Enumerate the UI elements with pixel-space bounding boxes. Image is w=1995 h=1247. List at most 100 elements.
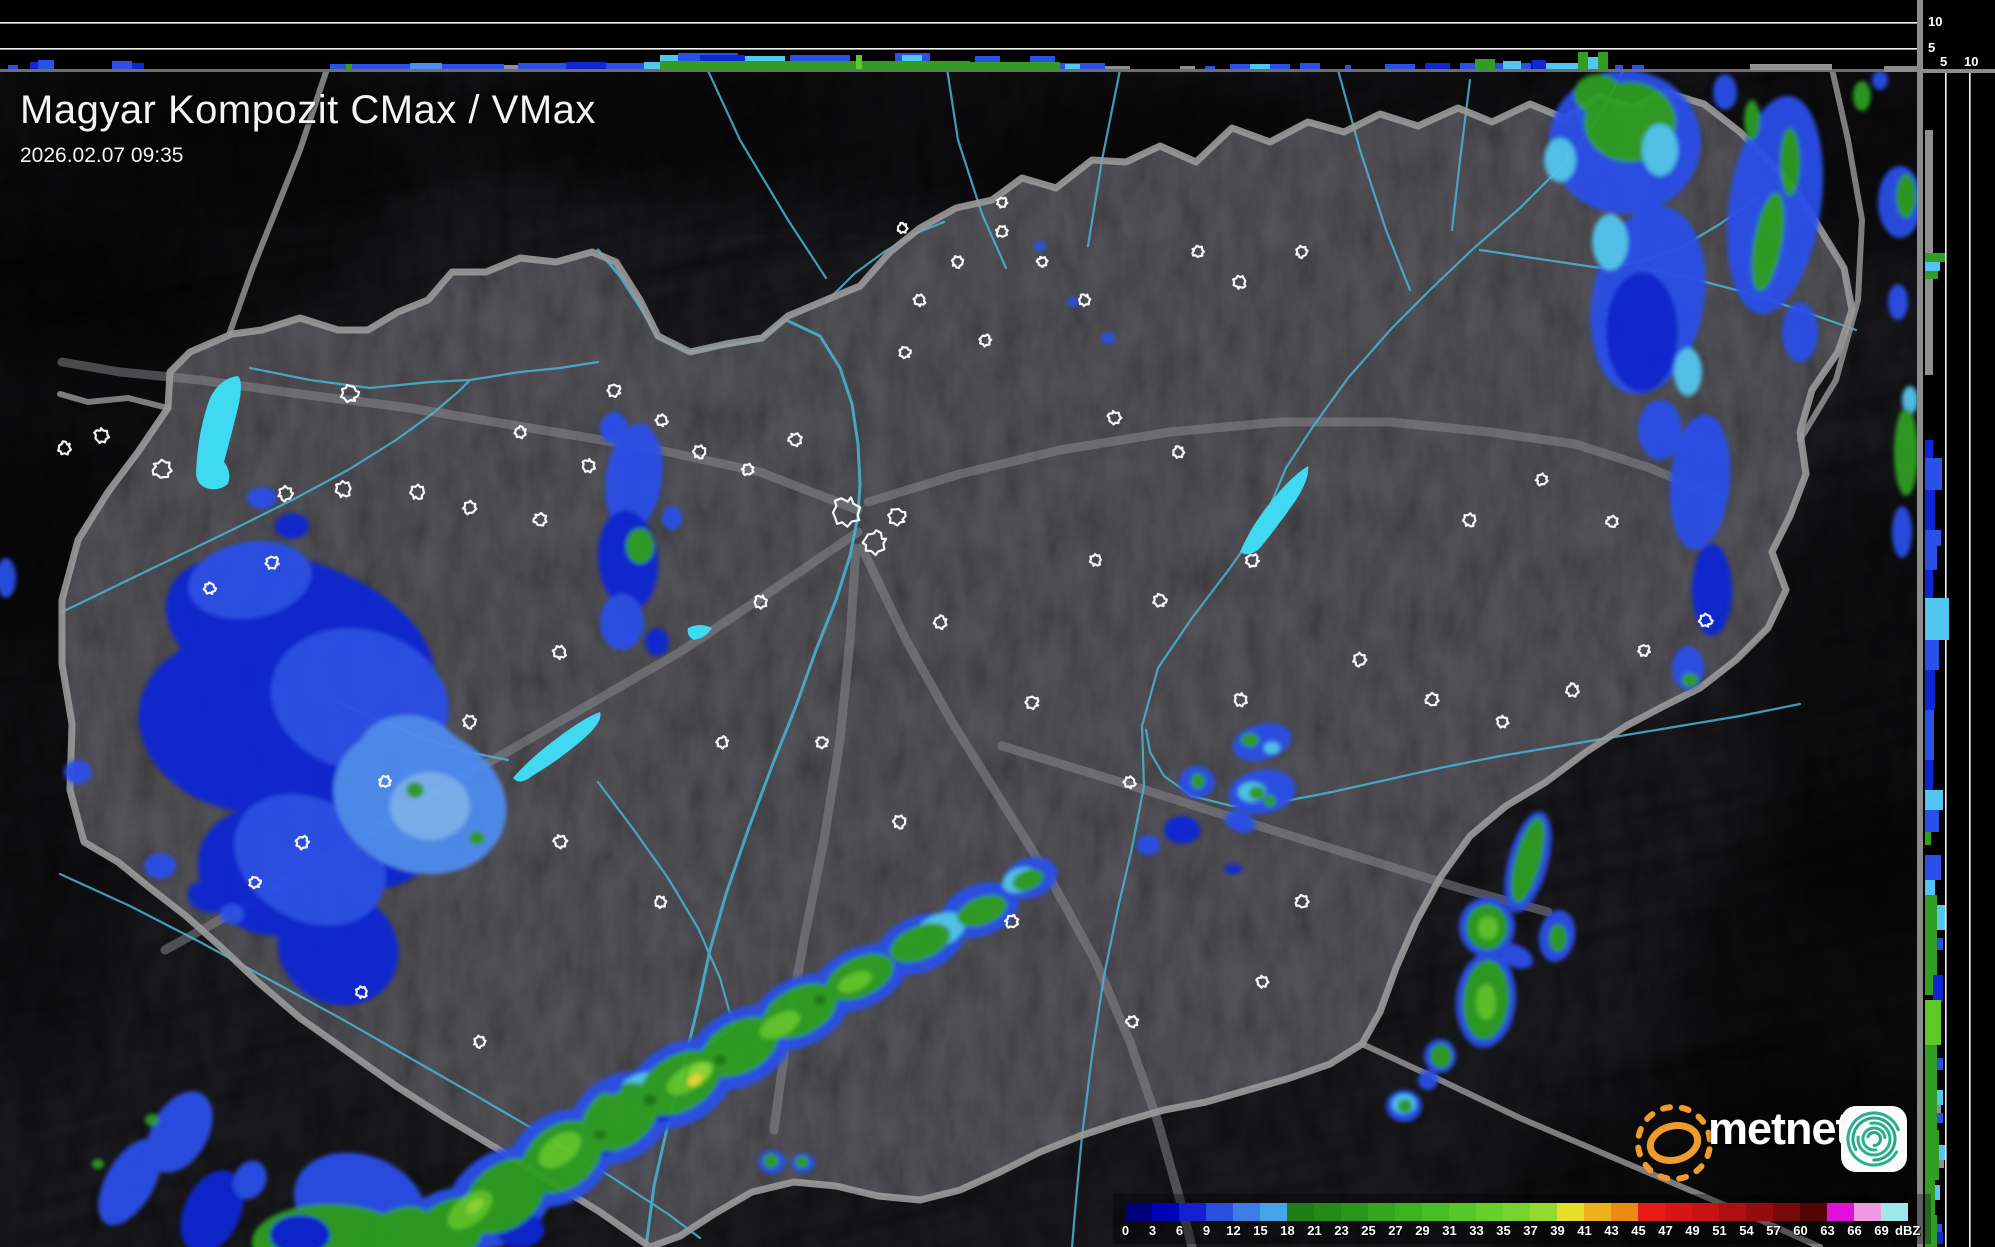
- scale-tick: 35: [1496, 1223, 1511, 1238]
- scale-cell-18: [1287, 1203, 1314, 1221]
- scale-cell-69: [1881, 1203, 1908, 1221]
- town-outline: [654, 895, 668, 910]
- town-outline: [1605, 514, 1619, 529]
- town-outline: [1035, 255, 1049, 269]
- river-line: [946, 72, 1008, 270]
- precip-cell: [1638, 400, 1682, 460]
- motorway-line: [857, 543, 1197, 1247]
- scale-tick: 23: [1334, 1223, 1349, 1238]
- scale-tick: 51: [1712, 1223, 1727, 1238]
- vmax-right-segment: [1925, 1085, 1937, 1130]
- precip-cell: [469, 831, 485, 845]
- vmax-top-segment: [566, 62, 606, 69]
- precip-cell: [1574, 74, 1622, 114]
- motorway-line: [57, 357, 863, 515]
- town-outline: [1637, 644, 1652, 657]
- vmax-right-segment: [1925, 640, 1939, 670]
- right-strip-height-tick: 5: [1940, 54, 1948, 69]
- town-outline: [581, 457, 597, 474]
- vmax-top-segment: [606, 63, 644, 69]
- sun-icon: [1635, 1104, 1713, 1182]
- town-outline: [1495, 714, 1510, 729]
- scale-tick: 31: [1442, 1223, 1457, 1238]
- town-outline: [1534, 472, 1549, 487]
- town-outline: [277, 484, 295, 503]
- precip-cell: [180, 1170, 244, 1247]
- town-outline: [606, 383, 622, 399]
- precip-cell: [605, 423, 663, 533]
- vmax-top-segment: [1425, 63, 1450, 69]
- vmax-right-segment: [1925, 262, 1940, 271]
- height-gridline-right: [1945, 72, 1947, 1247]
- vmax-top-segment: [1598, 52, 1608, 69]
- town-outline: [248, 875, 262, 890]
- town-outline: [57, 440, 73, 456]
- vmax-top-segment: [970, 62, 1060, 69]
- precip-cell: [1067, 297, 1079, 307]
- precip-cell: [1418, 1070, 1438, 1090]
- vmax-top-segment: [518, 63, 566, 69]
- vmax-right-segment: [1925, 546, 1937, 570]
- town-outline: [339, 383, 361, 404]
- precip-cell: [643, 1094, 657, 1106]
- vmax-right-segment: [1937, 1090, 1943, 1105]
- vmax-right-segment: [1925, 1215, 1937, 1247]
- town-outline: [552, 834, 569, 850]
- precip-cell: [1894, 408, 1918, 496]
- vmax-top-segment: [660, 55, 678, 61]
- vmax-right-segment: [1935, 1185, 1940, 1200]
- town-outline: [264, 555, 280, 570]
- town-outline: [1124, 1015, 1140, 1029]
- precip-cell: [220, 904, 244, 924]
- precip-cell: [147, 1091, 213, 1173]
- town-outline: [887, 507, 907, 527]
- town-outline: [1294, 893, 1310, 909]
- reflectivity-scale: 0 3 6 9 12 15 18 21 23 25 27 29 31 33 35 37 39 41 43 45 47 49…: [1122, 1203, 1931, 1238]
- precip-cell: [1888, 284, 1908, 320]
- scale-cell-54: [1746, 1203, 1773, 1221]
- scale-cell-25: [1368, 1203, 1395, 1221]
- town-outline: [815, 736, 829, 750]
- town-outline: [891, 814, 907, 830]
- scale-tick: 63: [1820, 1223, 1835, 1238]
- vmax-top-segment: [352, 64, 410, 69]
- scale-unit: dBZ: [1895, 1223, 1921, 1238]
- vmax-right-segment: [1937, 1224, 1942, 1238]
- scale-tick: 25: [1361, 1223, 1376, 1238]
- scale-cell-6: [1179, 1203, 1206, 1221]
- scale-cell-0: [1125, 1203, 1152, 1221]
- lake-shape: [196, 376, 241, 490]
- scale-cell-45: [1638, 1203, 1665, 1221]
- precip-cell: [1751, 192, 1785, 292]
- town-outline: [151, 458, 173, 479]
- precip-cell: [1692, 544, 1732, 636]
- scale-cell-41: [1584, 1203, 1611, 1221]
- vmax-top-segment: [1180, 66, 1195, 69]
- precip-cell: [187, 881, 227, 913]
- vmax-right-segment: [1925, 1000, 1941, 1045]
- town-outline: [551, 644, 568, 661]
- town-outline: [654, 413, 669, 428]
- reflectivity-scale-cells: [1125, 1203, 1931, 1221]
- vmax-right-segment: [1925, 760, 1933, 790]
- metnet-wordmark: metnet: [1708, 1103, 1851, 1154]
- neighbor-border: [1797, 72, 1866, 443]
- river-line: [1337, 72, 1412, 292]
- precip-cell: [814, 995, 826, 1005]
- scale-tick: 60: [1793, 1223, 1808, 1238]
- scale-tick: 9: [1202, 1223, 1211, 1238]
- precip-cell: [1164, 816, 1200, 844]
- precip-cell: [763, 1154, 779, 1168]
- town-outline: [1231, 274, 1247, 291]
- precip-cell: [270, 1215, 330, 1247]
- top-strip-baseline: [0, 69, 1918, 72]
- reflectivity-scale-labels: 0 3 6 9 12 15 18 21 23 25 27 29 31 33 35 37 39 41 43 45 47 49…: [1112, 1223, 1931, 1238]
- town-outline: [898, 345, 912, 360]
- town-outline: [1003, 913, 1020, 929]
- precip-cell: [1902, 386, 1918, 414]
- scale-tick: 37: [1523, 1223, 1538, 1238]
- vmax-right-segment: [1925, 1045, 1937, 1085]
- scale-tick: 6: [1175, 1223, 1184, 1238]
- town-outline: [1078, 293, 1092, 308]
